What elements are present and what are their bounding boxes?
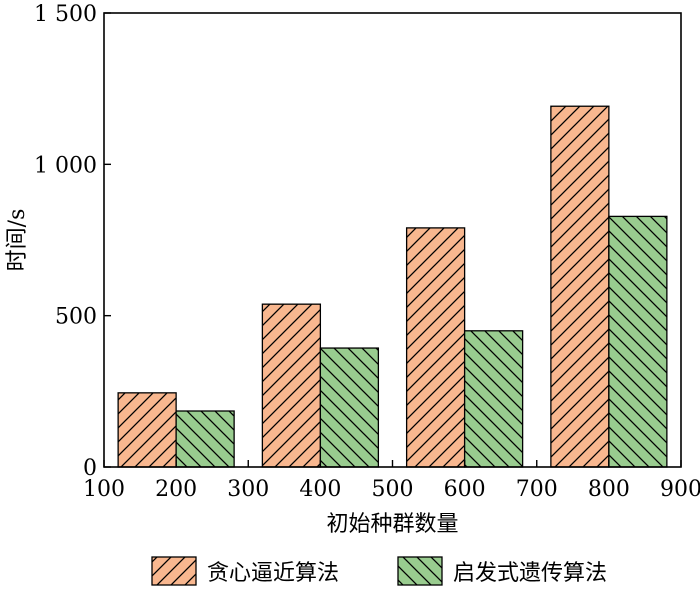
bar-genetic-600 <box>463 330 524 468</box>
y-tick-label: 1 500 <box>34 2 97 27</box>
bar-greedy-400 <box>261 303 322 468</box>
legend-label: 启发式遗传算法 <box>453 561 607 586</box>
x-tick-label: 300 <box>227 477 269 502</box>
x-tick-label: 600 <box>444 477 486 502</box>
bar-genetic-200 <box>175 410 235 468</box>
bar-genetic-800 <box>608 215 668 468</box>
bar-greedy-200 <box>117 392 177 468</box>
bar-greedy-800 <box>550 105 610 468</box>
x-axis-title: 初始种群数量 <box>326 512 458 537</box>
ticks-layer: 0 500 1 000 1 500 100 200 300 400 500 600 700 800 90… <box>34 2 700 502</box>
y-axis-title: 时间/s <box>5 209 30 272</box>
bar-genetic-400 <box>319 347 380 468</box>
x-tick-label: 900 <box>660 477 700 502</box>
x-tick-label: 400 <box>299 477 341 502</box>
x-tick-label: 700 <box>516 477 558 502</box>
y-tick-label: 0 <box>83 456 97 481</box>
x-tick-label: 200 <box>155 477 197 502</box>
y-tick-label: 1 000 <box>34 153 97 178</box>
legend-label: 贪心逼近算法 <box>207 561 339 586</box>
x-tick-label: 100 <box>83 477 125 502</box>
bar-greedy-600 <box>405 227 466 468</box>
legend: 贪心逼近算法 启发式遗传算法 <box>151 556 607 586</box>
x-tick-label: 800 <box>588 477 630 502</box>
x-tick-label: 500 <box>372 477 414 502</box>
legend-item-genetic: 启发式遗传算法 <box>397 556 607 586</box>
y-tick-label: 500 <box>55 305 97 330</box>
bars-layer <box>117 105 668 468</box>
legend-item-greedy: 贪心逼近算法 <box>151 556 339 586</box>
